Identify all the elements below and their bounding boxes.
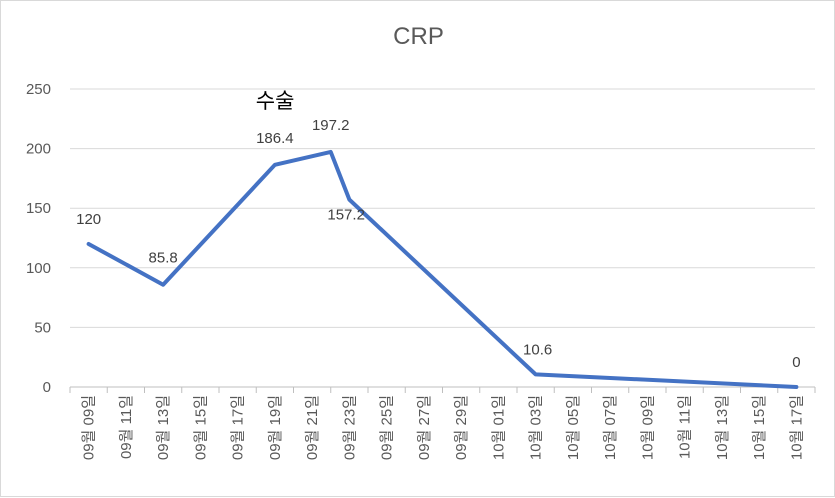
y-tick-label: 250 bbox=[26, 81, 51, 98]
x-tick-label: 09월 11일 bbox=[118, 395, 135, 459]
y-tick-label: 50 bbox=[34, 319, 51, 336]
y-tick-label: 200 bbox=[26, 141, 51, 158]
x-tick-label: 10월 05일 bbox=[565, 395, 582, 460]
x-tick-label: 09월 09일 bbox=[81, 395, 98, 460]
x-tick-label: 10월 13일 bbox=[714, 395, 731, 460]
x-tick-label: 09월 17일 bbox=[230, 395, 247, 460]
y-tick-label: 100 bbox=[26, 260, 51, 277]
x-tick-label: 09월 23일 bbox=[341, 395, 358, 460]
chart-title: CRP bbox=[393, 23, 444, 50]
x-tick-label: 10월 03일 bbox=[528, 395, 545, 460]
series-line bbox=[86, 149, 799, 389]
x-tick-label: 09월 13일 bbox=[155, 395, 172, 460]
x-tick-label: 09월 29일 bbox=[453, 395, 470, 460]
data-label: 10.6 bbox=[523, 341, 552, 358]
x-tick-label: 09월 19일 bbox=[267, 395, 284, 460]
x-tick-label: 10월 01일 bbox=[490, 395, 507, 460]
data-label: 157.2 bbox=[327, 207, 365, 224]
y-tick-label: 150 bbox=[26, 200, 51, 217]
data-label: 0 bbox=[792, 354, 800, 371]
x-tick-label: 10월 09일 bbox=[639, 395, 656, 460]
x-tick-label: 10월 17일 bbox=[788, 395, 805, 460]
data-label: 120 bbox=[76, 211, 101, 228]
x-tick-label: 09월 15일 bbox=[192, 395, 209, 460]
y-tick-label: 0 bbox=[43, 379, 51, 396]
data-label: 197.2 bbox=[312, 117, 350, 134]
data-label: 85.8 bbox=[149, 250, 178, 267]
x-tick-label: 09월 27일 bbox=[416, 395, 433, 460]
x-tick-label: 10월 11일 bbox=[677, 395, 694, 459]
x-tick-label: 09월 25일 bbox=[379, 395, 396, 460]
annotation-label: 수술 bbox=[256, 90, 295, 113]
x-tick-label: 10월 07일 bbox=[602, 395, 619, 460]
x-tick-label: 09월 21일 bbox=[304, 395, 321, 460]
data-label: 186.4 bbox=[256, 130, 294, 147]
x-tick-label: 10월 15일 bbox=[751, 395, 768, 460]
